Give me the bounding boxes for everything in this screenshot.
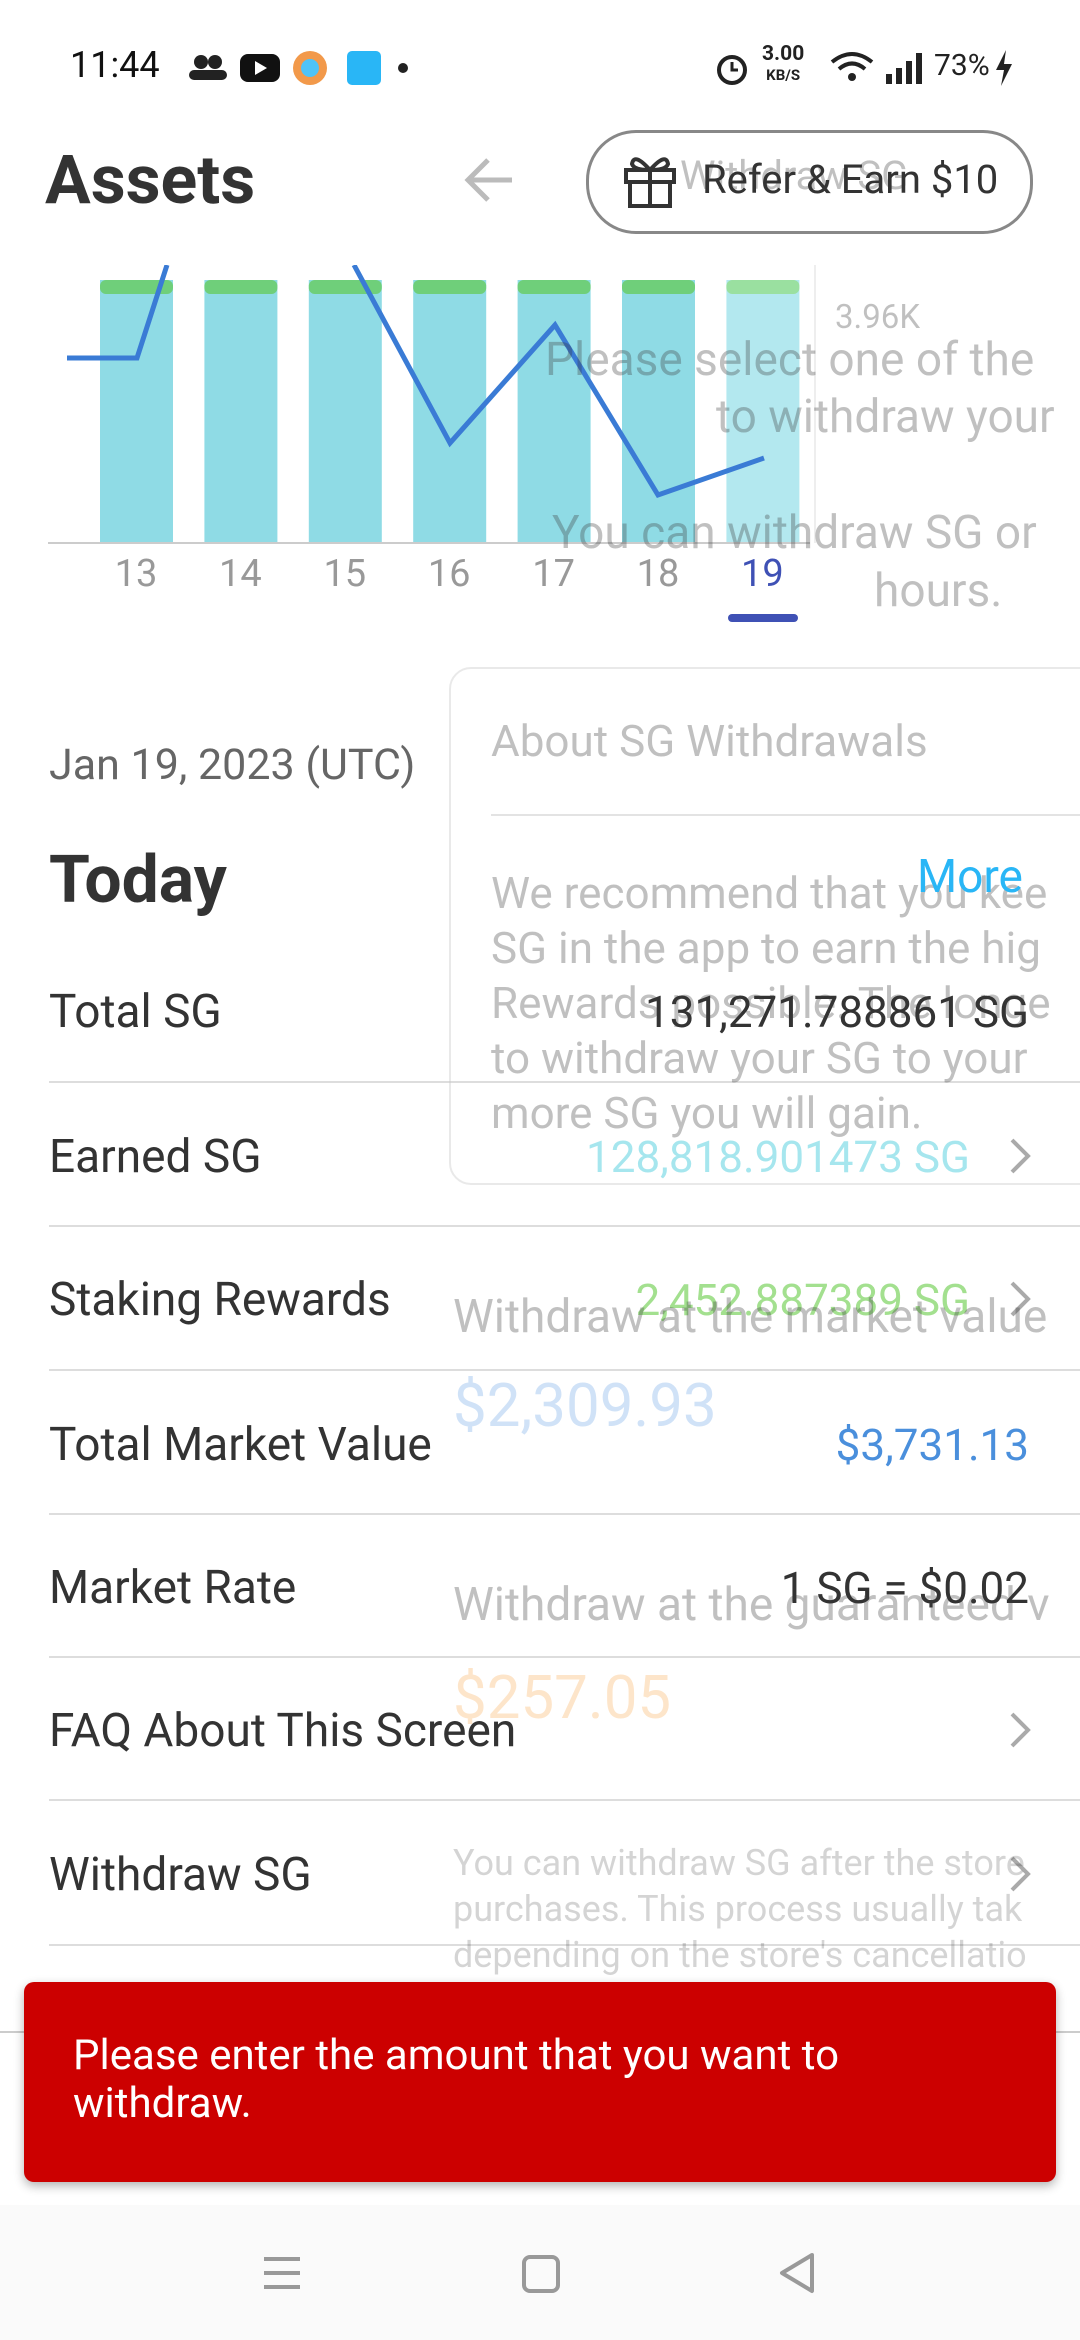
row-value: 2,452.887389 SG	[635, 1274, 970, 1326]
overlay-card-line: SG in the app to earn the hig	[491, 922, 1041, 974]
row-divider	[49, 1369, 1080, 1371]
chart-axis-label: 3.96K	[835, 298, 921, 337]
today-heading: Today	[49, 842, 227, 919]
bars	[100, 280, 800, 543]
overlay-intro-line: Please select one of the	[545, 333, 1035, 387]
row-label: Total Market Value	[49, 1418, 432, 1472]
page-title: Assets	[45, 140, 256, 220]
day-label: 16	[427, 552, 471, 596]
nav-icons	[264, 2253, 814, 2293]
bar	[726, 280, 800, 543]
ghost-title: Withdraw SG	[680, 152, 909, 199]
bar	[517, 280, 591, 543]
status-icons	[189, 51, 408, 85]
charging-icon	[996, 50, 1012, 86]
bar-cap	[622, 280, 695, 294]
net-speed: 3.00 KB/S	[762, 44, 804, 85]
bar-cap	[517, 280, 591, 294]
row-divider	[49, 1799, 1080, 1801]
bar	[204, 280, 278, 543]
selected-day-indicator	[728, 614, 798, 622]
overlay-card-line: We recommend that you kee	[491, 867, 1048, 919]
overlay-footnote-line: You can withdraw SG after the store	[453, 1842, 1025, 1884]
row-value: 1 SG = $0.02	[780, 1562, 1029, 1614]
overlay-footnote-line: purchases. This process usually tak	[453, 1888, 1023, 1930]
refer-text[interactable]: Refer & Earn $10	[702, 156, 999, 203]
bar	[622, 280, 695, 543]
speed-unit: KB/S	[766, 66, 801, 84]
chevron	[1010, 1712, 1031, 1748]
bar-cap	[413, 280, 487, 294]
alarm-icon	[717, 55, 747, 85]
guaranteed-option-amount: $257.05	[453, 1662, 672, 1733]
guaranteed-option-label: Withdraw at the guaranteed v	[453, 1578, 1050, 1632]
chevron-path	[1010, 1712, 1031, 1748]
trend-line-b	[351, 265, 765, 499]
bar-cap	[204, 280, 278, 294]
home-button[interactable]	[522, 2255, 560, 2293]
day-label: 13	[114, 552, 158, 596]
chevron-path	[1010, 1281, 1031, 1317]
date: Jan 19, 2023 (UTC)	[49, 740, 416, 790]
row-divider	[49, 1944, 1080, 1946]
chart	[48, 265, 816, 544]
chevron-path	[1010, 1138, 1031, 1174]
overlay-footnote-line: depending on the store's cancellatio	[453, 1934, 1027, 1976]
signal-icons	[830, 52, 922, 84]
day-label: 15	[323, 552, 367, 596]
market-option-amount: $2,309.93	[453, 1370, 717, 1441]
bar	[413, 280, 487, 543]
bar	[308, 280, 382, 543]
gift-icon	[624, 157, 676, 208]
bar-cap	[100, 280, 173, 294]
overlay-card	[449, 667, 1080, 1185]
row-value: 131,271.788861 SG	[644, 986, 1029, 1038]
chevron	[1010, 1138, 1031, 1174]
chevron	[1010, 1856, 1031, 1892]
day-label: 19	[741, 552, 784, 596]
row-value: $3,731.13	[835, 1419, 1029, 1471]
row-value: 128,818.901473 SG	[585, 1131, 970, 1183]
overlay-card-divider	[491, 814, 1080, 816]
day-label: 14	[219, 552, 262, 596]
more-link[interactable]: More	[917, 850, 1023, 904]
overlay-card-line: more SG you will gain.	[491, 1087, 923, 1139]
overlay-card-line: Rewards possible. The longe	[491, 977, 1051, 1029]
row-label: Total SG	[49, 985, 222, 1039]
back-button[interactable]	[780, 2253, 814, 2293]
row-label: Market Rate	[49, 1561, 297, 1615]
row-label: Withdraw SG	[49, 1848, 312, 1902]
day-label: 17	[532, 552, 575, 596]
day-label: 18	[636, 552, 680, 596]
toast-text: Please enter the amount that you want to…	[73, 2031, 840, 2128]
row-label: Earned SG	[49, 1130, 262, 1184]
overlay-intro-line: to withdraw your	[716, 390, 1055, 444]
row-divider	[49, 1225, 1080, 1227]
trend-line-a	[67, 265, 170, 361]
back-arrow[interactable]	[460, 155, 518, 205]
row-label: FAQ About This Screen	[49, 1704, 517, 1758]
nav-bar	[0, 2205, 1080, 2340]
overlay-card-title: About SG Withdrawals	[491, 715, 928, 767]
battery: 73%	[934, 48, 990, 83]
bar	[100, 280, 173, 543]
row-label: Staking Rewards	[49, 1273, 391, 1327]
chevron	[1010, 1281, 1031, 1317]
chevron-path	[1010, 1856, 1031, 1892]
row-divider	[49, 1513, 1080, 1515]
overlay-intro-line: You can withdraw SG or	[552, 506, 1037, 560]
market-option-label: Withdraw at the market value	[453, 1290, 1048, 1344]
status-time: 11:44	[70, 44, 160, 86]
row-divider	[49, 1656, 1080, 1658]
overlay-card-line: to withdraw your SG to your	[491, 1032, 1028, 1084]
row-divider	[49, 1081, 1080, 1083]
bar-cap	[726, 280, 800, 294]
error-toast: Please enter the amount that you want to…	[24, 1982, 1056, 2182]
speed: 3.00	[762, 42, 805, 66]
overlay-intro-line: hours.	[874, 564, 1003, 618]
